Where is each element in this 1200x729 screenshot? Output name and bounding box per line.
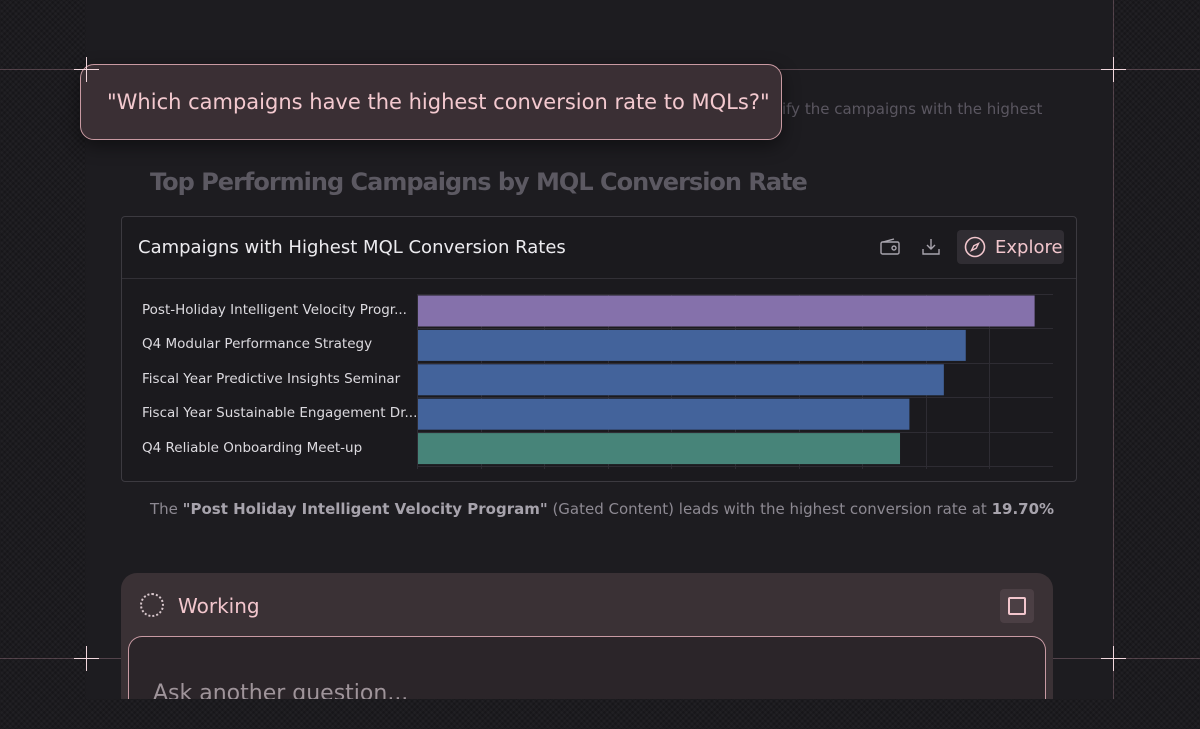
category-label: Fiscal Year Sustainable Engagement Dr... (142, 405, 418, 422)
crosshair-marker (1101, 646, 1126, 671)
chart-card: Campaigns with Highest MQL Conversion Ra… (121, 216, 1077, 482)
bar[interactable] (418, 433, 901, 465)
category-label: Q4 Reliable Onboarding Meet-up (142, 439, 363, 456)
download-icon[interactable] (920, 236, 942, 258)
explore-button[interactable]: Explore (957, 230, 1064, 264)
summary-text: The "Post Holiday Intelligent Velocity P… (150, 500, 1054, 518)
query-text: "Which campaigns have the highest conver… (107, 90, 770, 114)
bar[interactable] (418, 364, 944, 396)
summary-rate: 19.70% (991, 500, 1055, 518)
summary-prefix: The (150, 500, 183, 518)
bar[interactable] (418, 329, 966, 361)
spinner-icon (140, 593, 164, 617)
chart-header: Campaigns with Highest MQL Conversion Ra… (122, 217, 1076, 279)
query-bubble: "Which campaigns have the highest conver… (80, 64, 782, 140)
category-label: Post-Holiday Intelligent Velocity Progr.… (142, 302, 407, 318)
bar-chart-plot (417, 294, 1053, 469)
stop-icon (1008, 597, 1026, 615)
compass-icon (964, 236, 986, 258)
bar[interactable] (418, 398, 910, 430)
wallet-icon[interactable] (879, 236, 901, 258)
crosshair-marker (1101, 57, 1126, 82)
category-label: Q4 Modular Performance Strategy (142, 336, 373, 353)
stop-button[interactable] (1000, 589, 1034, 623)
section-heading: Top Performing Campaigns by MQL Conversi… (150, 168, 808, 196)
chart-title: Campaigns with Highest MQL Conversion Ra… (138, 237, 566, 258)
category-label: Fiscal Year Predictive Insights Seminar (142, 370, 401, 387)
guide-line-right (1113, 0, 1114, 729)
crosshair-marker (74, 57, 99, 82)
bottom-background-strip (0, 699, 1200, 729)
working-label: Working (178, 594, 260, 618)
faded-response-text: ify the campaigns with the highest (782, 100, 1043, 118)
explore-label: Explore (995, 236, 1063, 258)
crosshair-marker (74, 646, 99, 671)
bar[interactable] (418, 295, 1035, 327)
summary-campaign: "Post Holiday Intelligent Velocity Progr… (182, 500, 548, 518)
summary-middle: (Gated Content) leads with the highest c… (547, 500, 992, 518)
